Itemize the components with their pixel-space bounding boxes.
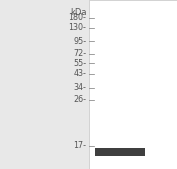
Text: 34-: 34-	[74, 83, 87, 92]
Text: 26-: 26-	[73, 95, 87, 104]
Bar	[95, 148, 145, 156]
Text: 130-: 130-	[69, 23, 87, 32]
Text: 17-: 17-	[73, 141, 87, 151]
Text: 55-: 55-	[73, 58, 87, 67]
Bar	[88, 0, 177, 169]
Text: 43-: 43-	[74, 69, 87, 78]
Text: 180-: 180-	[69, 14, 87, 22]
Text: 72-: 72-	[73, 50, 87, 58]
Text: kDa: kDa	[70, 8, 87, 17]
Text: 95-: 95-	[73, 37, 87, 45]
